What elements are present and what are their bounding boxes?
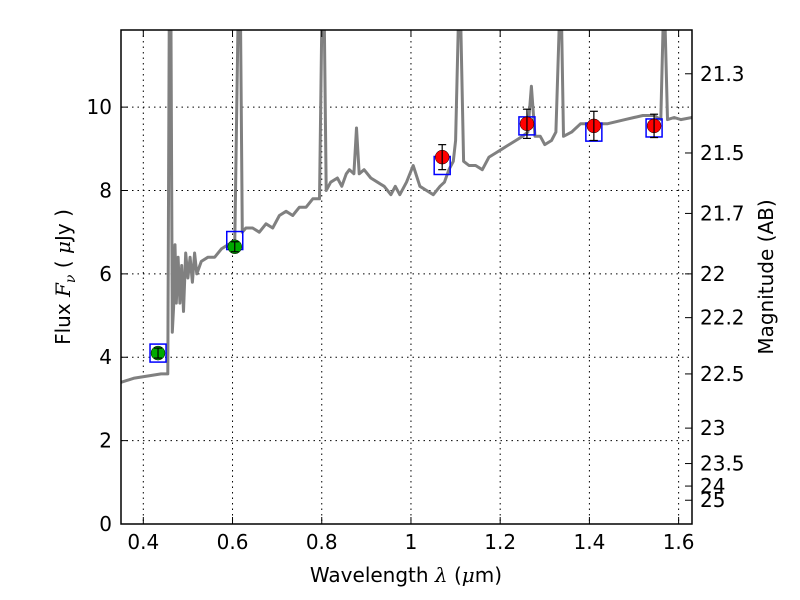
right-tick-label: 21.5 bbox=[700, 141, 745, 165]
right-tick-label: 24 bbox=[700, 474, 725, 498]
grid-lines bbox=[121, 30, 692, 524]
x-tick-label: 1 bbox=[405, 530, 418, 554]
x-tick-label: 0.6 bbox=[217, 530, 249, 554]
x-tick-label: 0.4 bbox=[127, 530, 159, 554]
right-tick-label: 21.3 bbox=[700, 62, 745, 86]
right-tick-label: 22 bbox=[700, 262, 725, 286]
x-tick-label: 1.4 bbox=[573, 530, 605, 554]
y-tick-label: 8 bbox=[99, 178, 112, 202]
y-tick-label: 0 bbox=[99, 512, 112, 536]
axis-ticks: 0.4 0.6 0.8 1 1.2 1.4 1.6024681021.321.521.722… bbox=[87, 30, 745, 554]
right-tick-label: 22.5 bbox=[700, 362, 745, 386]
x-tick-label: 1.2 bbox=[484, 530, 516, 554]
y-axis-title: Flux Fν ( μJy ) bbox=[51, 209, 79, 345]
x-tick-label: 0.8 bbox=[306, 530, 338, 554]
x-axis-title: Wavelength λ (μm) bbox=[310, 563, 502, 587]
plot-frame bbox=[120, 29, 693, 525]
right-tick-label: 22.2 bbox=[700, 306, 745, 330]
right-tick-label: 23 bbox=[700, 416, 725, 440]
model-spectrum-line bbox=[121, 30, 692, 384]
right-axis-title: Magnitude (AB) bbox=[754, 199, 778, 354]
y-tick-label: 2 bbox=[99, 429, 112, 453]
y-tick-label: 10 bbox=[87, 95, 112, 119]
right-tick-label: 23.5 bbox=[700, 452, 745, 476]
model-band-box bbox=[149, 343, 167, 363]
y-tick-label: 6 bbox=[99, 262, 112, 286]
right-tick-label: 21.7 bbox=[700, 201, 745, 225]
y-tick-label: 4 bbox=[99, 345, 112, 369]
right-tick-label: 25 bbox=[700, 488, 725, 512]
data-layer bbox=[121, 30, 692, 384]
x-tick-label: 1.6 bbox=[663, 530, 695, 554]
